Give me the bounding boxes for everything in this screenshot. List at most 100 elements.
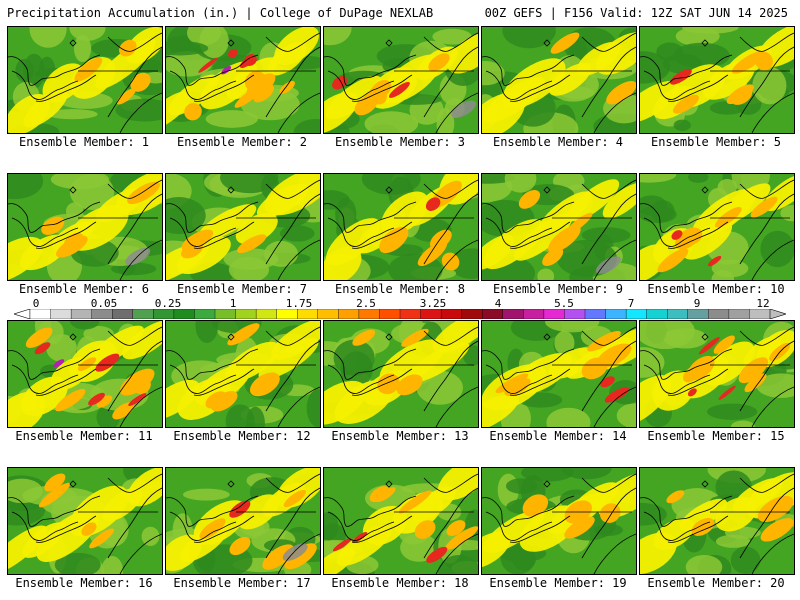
colorbar-swatch (50, 309, 72, 319)
colorbar-swatch (564, 309, 586, 319)
great-lakes-outline (485, 511, 553, 541)
colorbar-swatch (91, 309, 113, 319)
coastline (107, 326, 162, 346)
precip-contour (518, 189, 541, 209)
coastline (435, 92, 478, 133)
precip-contour (369, 486, 390, 503)
great-lakes-outline (324, 495, 417, 527)
precip-contour (96, 395, 113, 408)
precip-contour (166, 197, 206, 235)
coastline (277, 386, 320, 427)
precip-contour (101, 555, 124, 574)
colorbar-max-arrow (769, 309, 786, 319)
coastline (265, 340, 320, 412)
precip-contour (70, 321, 100, 330)
great-lakes-outline (169, 364, 237, 394)
ensemble-member-label: Ensemble Member: 9 (492, 282, 624, 296)
coastline (435, 386, 478, 427)
great-lakes-outline (482, 201, 575, 233)
colorbar-swatch (194, 309, 216, 319)
colorbar-swatch (173, 309, 195, 319)
great-lakes-outline (640, 348, 733, 380)
precip-contour (522, 494, 549, 517)
ensemble-member-label: Ensemble Member: 16 (15, 576, 153, 590)
precip-contour (127, 181, 160, 205)
great-lakes-outline (35, 221, 97, 249)
precip-contour (220, 174, 279, 194)
coastline (119, 533, 162, 574)
precip-contour (205, 110, 258, 128)
precip-contour (564, 516, 595, 539)
precip-contour (679, 498, 728, 532)
precip-contour (166, 379, 200, 420)
precip-contour (293, 119, 320, 133)
coastline (265, 487, 320, 559)
precip-contour (116, 88, 136, 105)
great-lakes-outline (11, 217, 79, 247)
precip-contour (183, 488, 230, 501)
precip-contour (687, 388, 697, 397)
coastline (751, 533, 794, 574)
great-lakes-outline (351, 368, 413, 396)
precip-contour (34, 342, 51, 355)
colorbar-swatch (502, 309, 524, 319)
coastline (423, 340, 478, 412)
coastline (581, 473, 636, 493)
great-lakes-outline (509, 74, 571, 102)
coastline (581, 32, 636, 52)
ensemble-member-label: Ensemble Member: 20 (647, 576, 785, 590)
precip-contour (406, 341, 470, 384)
colorbar-swatch (605, 309, 627, 319)
precip-contour (375, 487, 396, 503)
coastline (265, 32, 320, 52)
precip-contour (53, 359, 65, 368)
great-lakes-outline (11, 511, 79, 541)
coastline (739, 340, 794, 412)
lake-outline (227, 333, 235, 341)
coastline (581, 193, 636, 265)
colorbar-tick-label: 7 (627, 297, 635, 310)
colorbar-tick-label: 2.5 (356, 297, 376, 310)
precip-contour (707, 403, 758, 420)
ensemble-member-map (323, 467, 479, 575)
great-lakes-outline (166, 201, 259, 233)
precip-contour (25, 327, 53, 348)
precip-contour (54, 552, 101, 574)
great-lakes-outline (485, 364, 553, 394)
precip-field (640, 321, 794, 427)
coastline (277, 92, 320, 133)
lake-outline (69, 480, 77, 488)
coastline (265, 193, 320, 265)
precip-contour (168, 74, 219, 116)
coastline (593, 239, 636, 280)
coastline (107, 179, 162, 199)
colorbar-tick-label: 0 (32, 297, 40, 310)
coastline (593, 92, 636, 133)
colorbar-swatch (358, 309, 380, 319)
ensemble-member-label: Ensemble Member: 10 (647, 282, 785, 296)
precip-contour (504, 378, 531, 396)
precip-contour (752, 66, 787, 105)
lake-outline (701, 39, 709, 47)
ensemble-member-map (165, 320, 321, 428)
colorbar-swatch (70, 309, 93, 319)
coastline (751, 92, 794, 133)
great-lakes-outline (351, 221, 413, 249)
great-lakes-outline (509, 368, 571, 396)
lake-outline (385, 39, 393, 47)
precip-contour (199, 518, 226, 539)
great-lakes-outline (643, 511, 711, 541)
colorbar-tick-label: 5.5 (554, 297, 574, 310)
precip-contour (713, 335, 735, 354)
precip-contour (640, 321, 695, 350)
precip-contour (324, 27, 352, 46)
precip-contour (760, 518, 794, 542)
precip-contour (567, 179, 620, 222)
great-lakes-outline (8, 54, 101, 86)
precip-contour (707, 255, 722, 267)
great-lakes-outline (169, 70, 237, 100)
precip-contour (229, 500, 251, 518)
precip-contour (55, 389, 86, 412)
colorbar-swatch (255, 309, 278, 319)
precip-contour (606, 80, 636, 105)
